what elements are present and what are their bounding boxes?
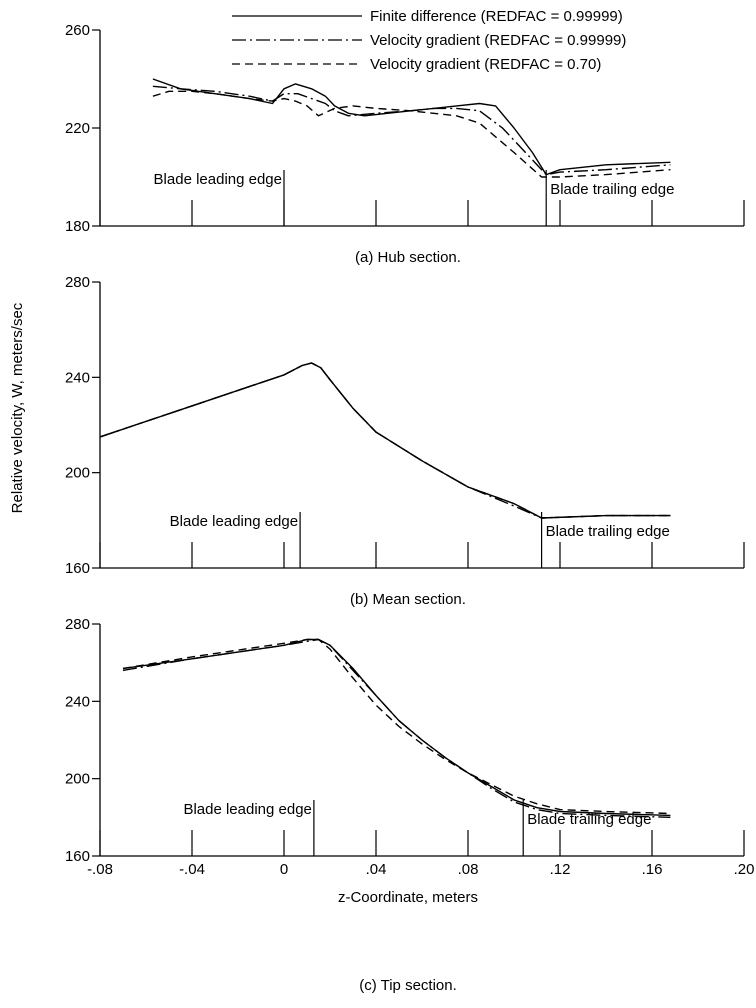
x-tick-label: 0 [280,861,288,878]
series-line-solid [122,638,671,817]
y-axis-label: Relative velocity, W, meters/sec [9,302,26,513]
y-tick-label: 180 [65,218,90,235]
series-line-dashdot [99,362,671,519]
series-line-dashed [122,638,671,815]
panel-caption: (a) Hub section. [355,249,461,266]
series-line-dashdot [122,638,671,818]
x-axis-label: z-Coordinate, meters [338,889,478,906]
leading-edge-label: Blade leading edge [154,171,282,188]
legend: Finite difference (REDFAC = 0.99999) Vel… [232,8,626,73]
y-tick-label: 200 [65,771,90,788]
y-tick-label: 280 [65,616,90,633]
legend-label-velocity-gradient-099999: Velocity gradient (REDFAC = 0.99999) [370,32,626,49]
x-tick-label: .08 [458,861,479,878]
x-tick-label: .04 [366,861,387,878]
y-tick-label: 160 [65,848,90,865]
panel-mean-section: 160 200 240 280 Blade leading edge Blade trai… [65,274,745,608]
trailing-edge-label: Blade trailing edge [546,523,670,540]
y-tick-label: 280 [65,274,90,291]
leading-edge-label: Blade leading edge [170,513,298,530]
x-tick-label: -.04 [179,861,205,878]
x-tick-label: .16 [642,861,663,878]
y-tick-label: 160 [65,560,90,577]
trailing-edge-label: Blade trailing edge [527,811,651,828]
series-line-dashed [152,90,671,178]
panel-hub-section: 180 220 260 Blade leading edge Blade trailin… [65,22,745,266]
y-tick-label: 260 [65,22,90,39]
series-line-solid [99,362,671,519]
x-tick-label: .12 [550,861,571,878]
y-tick-label: 240 [65,693,90,710]
x-tick-label: .20 [734,861,755,878]
series-line-solid [152,78,671,176]
panel-tip-section: 160 200 240 280 -.08 -.04 0 .04 .08 .12 .16 .20 Blad… [65,616,754,994]
y-tick-label: 200 [65,465,90,482]
x-tick-label: -.08 [87,861,113,878]
legend-label-velocity-gradient-070: Velocity gradient (REDFAC = 0.70) [370,56,601,73]
leading-edge-label: Blade leading edge [183,801,311,818]
series-line-dashdot [152,85,671,176]
legend-label-finite-difference: Finite difference (REDFAC = 0.99999) [370,8,623,25]
y-tick-label: 220 [65,120,90,137]
panel-caption: (b) Mean section. [350,591,466,608]
trailing-edge-label: Blade trailing edge [550,181,674,198]
y-tick-label: 240 [65,369,90,386]
panel-caption: (c) Tip section. [359,977,457,994]
series-line-dashed [99,362,671,519]
